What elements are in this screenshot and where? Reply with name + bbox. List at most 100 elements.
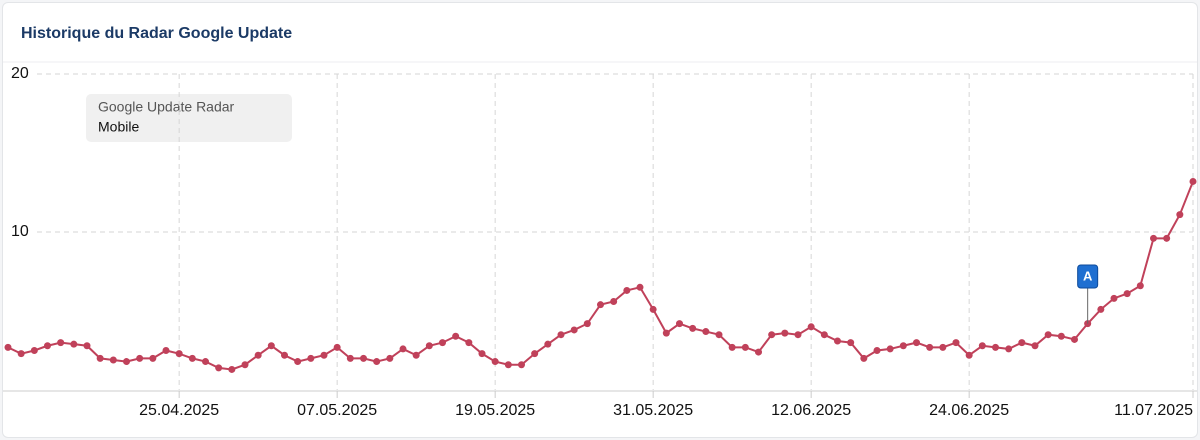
data-point xyxy=(136,354,144,362)
data-point xyxy=(333,343,341,351)
data-point xyxy=(807,323,815,331)
data-point xyxy=(504,361,512,369)
data-point xyxy=(676,320,683,328)
data-point xyxy=(175,350,183,358)
data-point xyxy=(610,298,618,306)
data-point xyxy=(1150,234,1157,242)
data-point xyxy=(346,354,354,362)
data-point xyxy=(465,339,473,347)
data-point xyxy=(1071,335,1078,343)
data-point xyxy=(781,329,789,337)
data-point xyxy=(386,354,394,362)
data-point xyxy=(913,339,920,347)
data-point xyxy=(70,340,78,348)
chart-title: Historique du Radar Google Update xyxy=(21,25,292,42)
data-point xyxy=(57,339,65,347)
data-point xyxy=(715,331,723,339)
data-point xyxy=(399,345,407,353)
data-point xyxy=(583,320,591,328)
x-tick-label: 31.05.2025 xyxy=(613,402,693,419)
data-point xyxy=(623,286,631,294)
data-point xyxy=(544,340,552,348)
data-point xyxy=(873,347,881,354)
data-point xyxy=(491,358,499,366)
data-point xyxy=(267,342,275,350)
data-point xyxy=(83,342,91,350)
data-point xyxy=(360,354,367,362)
x-tick-label: 11.07.2025 xyxy=(1114,402,1193,419)
data-point xyxy=(728,343,736,351)
data-point xyxy=(452,332,460,340)
data-point xyxy=(149,354,157,362)
x-tick-label: 12.06.2025 xyxy=(771,402,851,419)
data-point xyxy=(439,339,446,347)
data-point xyxy=(281,351,288,359)
legend-entry: Mobile xyxy=(98,119,139,135)
data-point xyxy=(926,343,934,351)
x-tick-label: 24.06.2025 xyxy=(929,402,1009,419)
data-point xyxy=(847,339,855,347)
data-point xyxy=(952,339,960,347)
chart: Historique du Radar Google Update Google… xyxy=(3,25,1197,419)
data-point xyxy=(886,345,894,353)
data-point xyxy=(1005,345,1013,353)
data-point xyxy=(202,358,209,366)
data-point xyxy=(636,283,644,291)
data-point xyxy=(1189,177,1197,185)
data-point xyxy=(307,354,315,362)
data-point xyxy=(649,305,657,313)
x-tick-label: 19.05.2025 xyxy=(455,402,535,419)
data-point xyxy=(254,351,262,359)
data-point xyxy=(860,354,868,362)
y-tick-label: 10 xyxy=(11,223,29,240)
data-point xyxy=(109,356,117,364)
data-point xyxy=(1057,332,1065,340)
data-point xyxy=(755,348,762,356)
data-point xyxy=(978,342,986,350)
data-point xyxy=(215,364,223,372)
x-tick-label: 25.04.2025 xyxy=(139,402,219,419)
legend xyxy=(86,94,292,142)
data-point xyxy=(294,358,302,366)
data-point xyxy=(1044,331,1052,339)
series-line xyxy=(7,181,1194,371)
data-point xyxy=(96,354,104,362)
annotation-flag xyxy=(1077,264,1099,289)
data-point xyxy=(662,329,670,337)
data-point xyxy=(939,343,947,351)
data-point xyxy=(1018,339,1026,347)
data-point xyxy=(570,326,578,334)
data-point xyxy=(1031,342,1039,350)
data-point xyxy=(320,351,328,359)
data-point xyxy=(899,342,907,350)
data-point xyxy=(412,351,420,359)
data-point xyxy=(1123,290,1131,298)
data-point xyxy=(794,331,802,339)
data-point xyxy=(531,350,539,358)
data-point xyxy=(518,361,525,369)
data-point xyxy=(965,351,973,359)
data-point xyxy=(557,331,565,339)
data-point xyxy=(123,358,130,366)
data-point xyxy=(1097,305,1105,313)
data-point xyxy=(4,343,12,351)
data-point xyxy=(1110,294,1118,302)
data-point xyxy=(597,301,604,309)
data-point xyxy=(768,331,776,339)
data-point xyxy=(992,343,999,351)
annotation-label: A xyxy=(1083,268,1093,283)
data-point xyxy=(1163,234,1171,242)
data-point xyxy=(834,337,841,345)
data-point xyxy=(702,328,710,336)
data-point xyxy=(425,342,433,350)
x-tick-label: 07.05.2025 xyxy=(297,402,377,419)
data-point xyxy=(689,324,697,332)
data-point xyxy=(17,350,25,358)
data-point xyxy=(1136,282,1144,290)
data-point xyxy=(820,331,828,339)
y-tick-label: 20 xyxy=(11,65,29,82)
data-point xyxy=(188,354,196,362)
data-point xyxy=(44,342,51,350)
data-point xyxy=(241,361,249,369)
